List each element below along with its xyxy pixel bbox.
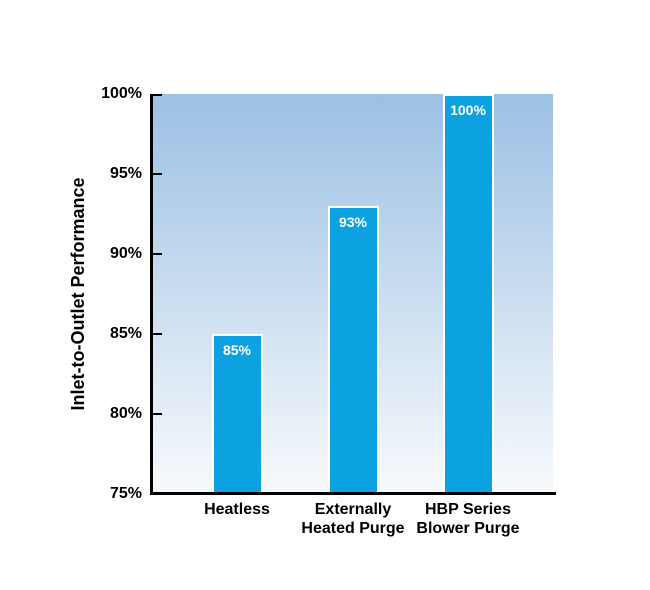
y-tick-mark	[152, 94, 162, 96]
bar-externally: 93%	[327, 206, 379, 494]
bar-heatless: 85%	[211, 334, 263, 494]
bar-value-label: 85%	[222, 342, 252, 358]
y-tick-label: 75%	[109, 485, 142, 502]
y-axis-title: Inlet-to-Outlet Performance	[68, 177, 88, 411]
y-tick-label: 85%	[109, 325, 142, 342]
y-tick-mark	[152, 333, 162, 335]
x-category-label: Heatless	[204, 501, 270, 518]
y-axis-line	[150, 94, 153, 495]
y-tick-mark	[152, 413, 162, 415]
bar-value-label: 100%	[450, 102, 486, 118]
y-tick-mark	[152, 173, 162, 175]
x-category-label: HBP Series Blower Purge	[416, 501, 520, 537]
y-tick-label: 95%	[109, 165, 142, 182]
x-category-label: Externally Heated Purge	[301, 501, 405, 537]
plot-area: 85% 93% 100%	[152, 94, 553, 494]
y-tick-mark	[152, 253, 162, 255]
bar-value-label: 93%	[338, 214, 368, 230]
y-tick-label: 80%	[109, 405, 142, 422]
y-tick-label: 90%	[109, 245, 142, 262]
y-tick-label: 100%	[101, 85, 142, 102]
x-axis-line	[150, 492, 556, 495]
bar-hbp-series: 100%	[442, 94, 494, 494]
